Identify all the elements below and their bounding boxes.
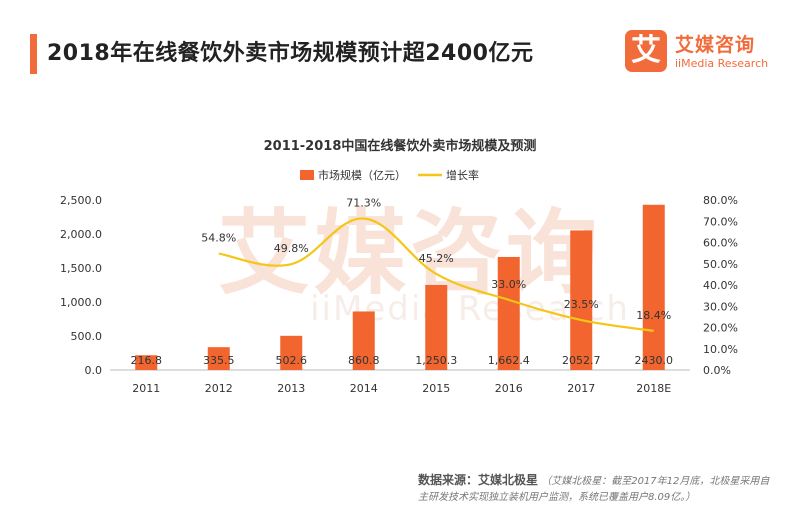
left-axis-tick-label: 1,000.0 <box>60 296 102 309</box>
bar <box>570 230 593 370</box>
x-axis-tick-label: 2014 <box>350 382 378 395</box>
growth-rate-line <box>218 217 654 332</box>
bar-value-label: 502.6 <box>276 354 308 367</box>
growth-rate-label: 54.8% <box>201 232 236 245</box>
legend-bar-swatch <box>300 170 314 180</box>
chart-title: 2011-2018中国在线餐饮外卖市场规模及预测 <box>264 138 537 154</box>
bar <box>497 256 520 370</box>
bar-value-label: 2052.7 <box>562 354 601 367</box>
right-axis-tick-label: 0.0% <box>703 364 731 377</box>
right-axis-tick-label: 60.0% <box>703 237 738 250</box>
bar <box>280 335 303 370</box>
x-axis-tick-label: 2016 <box>495 382 523 395</box>
bar-value-label: 335.5 <box>203 354 235 367</box>
right-axis-tick-label: 70.0% <box>703 215 738 228</box>
growth-rate-label: 18.4% <box>636 309 671 322</box>
right-axis-tick-label: 80.0% <box>703 194 738 207</box>
legend-bar-label: 市场规模（亿元） <box>318 168 406 182</box>
source-label: 数据来源：艾媒北极星 <box>418 473 539 487</box>
right-axis-tick-label: 20.0% <box>703 322 738 335</box>
bar <box>642 204 665 370</box>
title-accent-bar <box>30 34 37 74</box>
right-axis-tick-label: 10.0% <box>703 343 738 356</box>
bar-value-label: 1,250.3 <box>415 354 457 367</box>
bar-value-label: 1,662.4 <box>488 354 530 367</box>
bar <box>425 284 448 370</box>
bar <box>207 347 230 370</box>
logo-name-cn: 艾媒咨询 <box>675 34 756 56</box>
legend-line-label: 增长率 <box>446 168 479 182</box>
bar-value-label: 2430.0 <box>635 354 674 367</box>
left-axis-tick-label: 0.0 <box>85 364 103 377</box>
bar <box>352 311 375 370</box>
right-axis-tick-label: 30.0% <box>703 300 738 313</box>
growth-rate-label: 49.8% <box>274 242 309 255</box>
x-axis-tick-label: 2011 <box>132 382 160 395</box>
watermark-cn: 艾媒咨询 <box>218 200 602 307</box>
x-axis-tick-label: 2015 <box>422 382 450 395</box>
x-axis-tick-label: 2012 <box>205 382 233 395</box>
right-axis-tick-label: 50.0% <box>703 258 738 271</box>
source-note: 数据来源：艾媒北极星 （艾媒北极星：截至2017年12月底，北极星采用自主研发技… <box>418 472 778 506</box>
left-axis-tick-label: 2,000.0 <box>60 228 102 241</box>
logo-name-en: iiMedia Research <box>675 57 769 70</box>
right-axis-tick-label: 40.0% <box>703 279 738 292</box>
growth-rate-label: 23.5% <box>564 298 599 311</box>
x-axis-tick-label: 2013 <box>277 382 305 395</box>
left-axis-tick-label: 500.0 <box>71 330 103 343</box>
growth-rate-label: 71.3% <box>346 196 381 209</box>
source-description: （艾媒北极星：截至2017年12月底，北极星采用自主研发技术实现独立装机用户监测… <box>418 476 770 503</box>
bar-value-label: 860.8 <box>348 354 380 367</box>
growth-rate-label: 45.2% <box>419 252 454 265</box>
logo-mark-icon: 艾 <box>625 30 667 72</box>
growth-rate-label: 33.0% <box>491 278 526 291</box>
bar <box>135 355 158 370</box>
left-axis-tick-label: 2,500.0 <box>60 194 102 207</box>
x-axis-tick-label: 2018E <box>636 382 671 395</box>
page-title: 2018年在线餐饮外卖市场规模预计超2400亿元 <box>47 41 534 66</box>
x-axis-tick-label: 2017 <box>567 382 595 395</box>
left-axis-tick-label: 1,500.0 <box>60 262 102 275</box>
brand-logo: 艾 艾媒咨询 iiMedia Research <box>625 30 800 80</box>
bar-value-label: 216.8 <box>131 354 163 367</box>
